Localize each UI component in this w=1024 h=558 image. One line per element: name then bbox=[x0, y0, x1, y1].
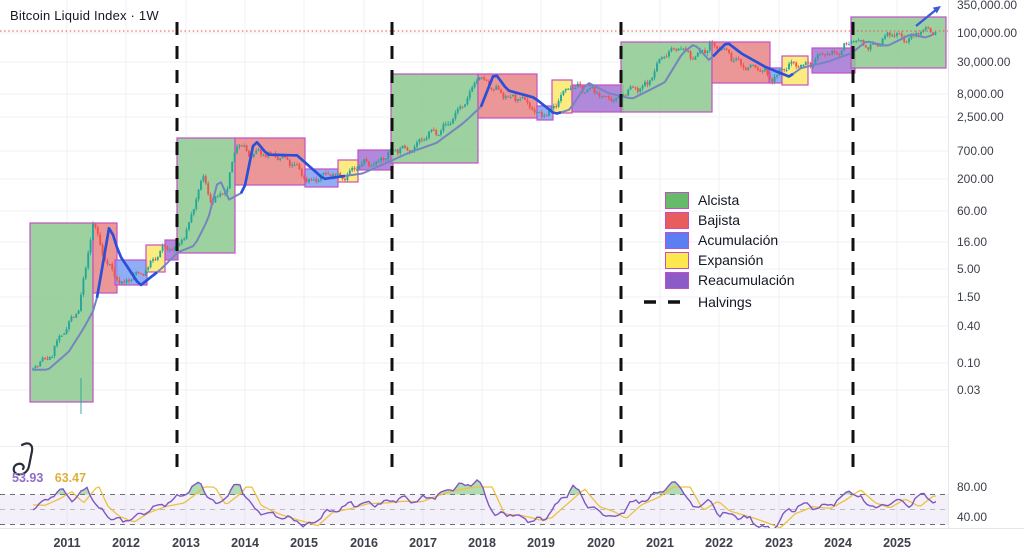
price-tick-label: 30,000.00 bbox=[957, 55, 1011, 69]
phase-box-expansión[interactable] bbox=[551, 79, 573, 114]
legend-label: Alcista bbox=[698, 192, 740, 208]
year-tick-label: 2019 bbox=[527, 536, 555, 550]
projection-arrowhead-icon bbox=[932, 6, 941, 14]
symbol-title[interactable]: Bitcoin Liquid Index · 1W bbox=[10, 8, 159, 23]
year-tick-label: 2021 bbox=[646, 536, 674, 550]
ma-lines bbox=[33, 6, 941, 371]
year-tick-label: 2017 bbox=[409, 536, 437, 550]
year-tick-label: 2011 bbox=[53, 536, 81, 550]
price-tick-label: 80.00 bbox=[957, 480, 988, 494]
time-axis[interactable]: 2011 2012 2013 2014 2015 2016 2017 2018 2019 2020… bbox=[0, 528, 1024, 558]
rsi-value: 53.93 bbox=[12, 471, 44, 485]
ma-bear-segment bbox=[479, 74, 562, 115]
phase-box-alcista[interactable] bbox=[29, 222, 94, 403]
price-tick-label: 60.00 bbox=[957, 204, 988, 218]
legend-label: Reacumulación bbox=[698, 272, 795, 288]
indicator-values: 53.93 63.47 bbox=[12, 471, 86, 485]
chart-canvas[interactable] bbox=[0, 0, 1024, 528]
year-tick-label: 2013 bbox=[172, 536, 200, 550]
legend-label: Acumulación bbox=[698, 232, 779, 248]
price-tick-label: 100,000.00 bbox=[957, 26, 1018, 40]
projection-arrow-line bbox=[915, 8, 938, 27]
price-tick-label: 350,000.00 bbox=[957, 0, 1018, 12]
year-tick-label: 2014 bbox=[231, 536, 259, 550]
rsi-overbought-fill bbox=[437, 480, 485, 495]
price-tick-label: 2,500.00 bbox=[957, 110, 1004, 124]
legend-item: Alcista bbox=[643, 190, 795, 210]
price-tick-label: 16.00 bbox=[957, 235, 988, 249]
price-tick-label: 200.00 bbox=[957, 172, 994, 186]
year-tick-label: 2023 bbox=[765, 536, 793, 550]
halving-lines bbox=[175, 22, 855, 470]
year-tick-label: 2015 bbox=[290, 536, 318, 550]
year-tick-label: 2012 bbox=[112, 536, 140, 550]
legend-item: Bajista bbox=[643, 210, 795, 230]
legend-swatch-icon bbox=[665, 271, 689, 289]
price-tick-label: 0.03 bbox=[957, 383, 981, 397]
legend-label: Bajista bbox=[698, 212, 741, 228]
ma-bear-segment bbox=[95, 226, 158, 298]
rsi-ma-line bbox=[32, 486, 937, 528]
hand-drawn-scribble[interactable] bbox=[12, 442, 34, 476]
price-tick-label: 0.10 bbox=[957, 356, 981, 370]
halving-dash-icon bbox=[644, 300, 688, 304]
year-tick-label: 2020 bbox=[587, 536, 615, 550]
legend-swatch-icon bbox=[665, 251, 689, 269]
price-tick-label: 5.00 bbox=[957, 262, 981, 276]
phase-box-alcista[interactable] bbox=[390, 73, 479, 164]
legend-swatch-icon bbox=[665, 191, 689, 209]
ma-bear-segment bbox=[712, 42, 794, 78]
rsi-overbought-fill bbox=[568, 485, 581, 495]
legend-label-halvings: Halvings bbox=[698, 294, 752, 310]
legend-item: Expansión bbox=[643, 250, 795, 270]
legend-item-halvings: Halvings bbox=[643, 290, 795, 314]
price-tick-label: 1.50 bbox=[957, 290, 981, 304]
rsi-ma-value: 63.47 bbox=[54, 471, 87, 485]
rsi-overbought-fill bbox=[651, 481, 685, 495]
price-tick-label: 8,000.00 bbox=[957, 87, 1004, 101]
legend-label: Expansión bbox=[698, 252, 764, 268]
phase-box-alcista[interactable] bbox=[620, 41, 713, 113]
rsi-pane bbox=[32, 479, 937, 528]
ma-bear-segment bbox=[239, 140, 346, 194]
year-tick-label: 2022 bbox=[705, 536, 733, 550]
price-tick-label: 40.00 bbox=[957, 510, 988, 524]
price-axis[interactable]: 350,000.00 100,000.00 30,000.00 8,000.00 2,5… bbox=[948, 0, 1024, 528]
legend-item: Acumulación bbox=[643, 230, 795, 250]
phase-box-acumulación[interactable] bbox=[536, 105, 554, 121]
phase-box-reacumulación[interactable] bbox=[571, 84, 624, 113]
rsi-line bbox=[32, 479, 937, 528]
rsi-overbought-fill bbox=[228, 484, 244, 495]
year-tick-label: 2024 bbox=[824, 536, 852, 550]
legend-swatch-icon bbox=[665, 211, 689, 229]
legend-swatch-icon bbox=[665, 231, 689, 249]
rsi-overbought-fill bbox=[78, 487, 90, 495]
phase-legend[interactable]: Alcista Bajista Acumulación Expansión Reacum… bbox=[643, 190, 795, 314]
price-tick-label: 0.40 bbox=[957, 319, 981, 333]
year-tick-label: 2018 bbox=[468, 536, 496, 550]
phase-boxes bbox=[29, 16, 947, 403]
legend-item: Reacumulación bbox=[643, 270, 795, 290]
price-tick-label: 700.00 bbox=[957, 144, 994, 158]
year-tick-label: 2025 bbox=[883, 536, 911, 550]
year-tick-label: 2016 bbox=[350, 536, 378, 550]
